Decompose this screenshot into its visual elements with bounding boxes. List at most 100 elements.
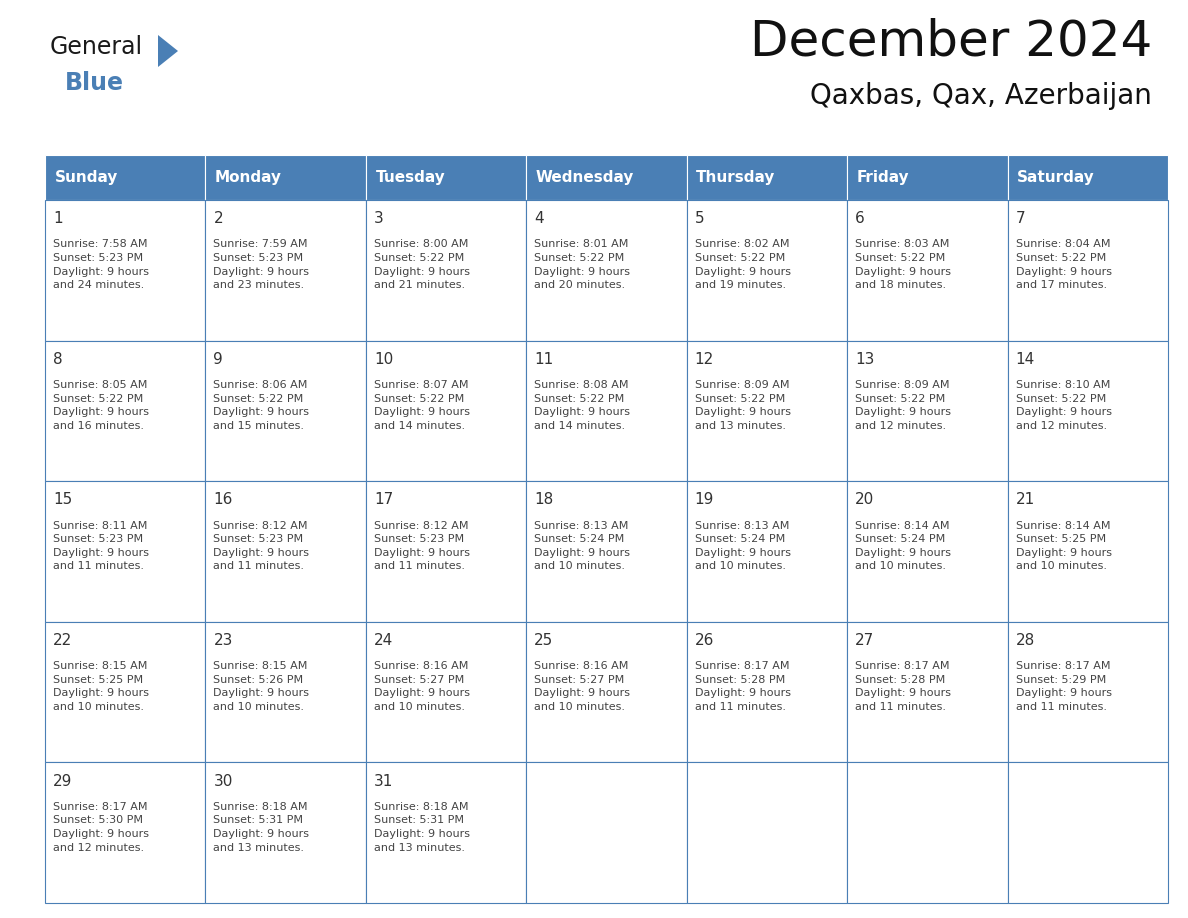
Bar [1007,481,1168,621]
Text: 24: 24 [374,633,393,648]
Text: 17: 17 [374,492,393,508]
Bar [366,155,526,200]
Text: Qaxbas, Qax, Azerbaijan: Qaxbas, Qax, Azerbaijan [810,82,1152,110]
Text: Wednesday: Wednesday [536,170,634,185]
Text: Sunrise: 8:17 AM
Sunset: 5:30 PM
Daylight: 9 hours
and 12 minutes.: Sunrise: 8:17 AM Sunset: 5:30 PM Dayligh… [53,801,148,853]
Text: 16: 16 [214,492,233,508]
Bar [847,763,1007,903]
Bar [45,763,206,903]
Text: Blue: Blue [65,71,124,95]
Text: Sunrise: 7:59 AM
Sunset: 5:23 PM
Daylight: 9 hours
and 23 minutes.: Sunrise: 7:59 AM Sunset: 5:23 PM Dayligh… [214,240,309,290]
Text: Sunrise: 8:12 AM
Sunset: 5:23 PM
Daylight: 9 hours
and 11 minutes.: Sunrise: 8:12 AM Sunset: 5:23 PM Dayligh… [214,521,309,571]
Text: Sunrise: 8:10 AM
Sunset: 5:22 PM
Daylight: 9 hours
and 12 minutes.: Sunrise: 8:10 AM Sunset: 5:22 PM Dayligh… [1016,380,1112,431]
Text: 18: 18 [535,492,554,508]
Text: General: General [50,35,143,59]
Text: 6: 6 [855,211,865,226]
Text: Sunrise: 8:06 AM
Sunset: 5:22 PM
Daylight: 9 hours
and 15 minutes.: Sunrise: 8:06 AM Sunset: 5:22 PM Dayligh… [214,380,309,431]
Text: Sunrise: 8:14 AM
Sunset: 5:25 PM
Daylight: 9 hours
and 10 minutes.: Sunrise: 8:14 AM Sunset: 5:25 PM Dayligh… [1016,521,1112,571]
Text: 13: 13 [855,352,874,367]
Text: 23: 23 [214,633,233,648]
Bar [206,200,366,341]
Text: 12: 12 [695,352,714,367]
Text: Friday: Friday [857,170,909,185]
Text: Sunrise: 8:13 AM
Sunset: 5:24 PM
Daylight: 9 hours
and 10 minutes.: Sunrise: 8:13 AM Sunset: 5:24 PM Dayligh… [535,521,631,571]
Bar [206,621,366,763]
Bar [206,481,366,621]
Text: Sunday: Sunday [55,170,118,185]
Text: 28: 28 [1016,633,1035,648]
Bar [526,763,687,903]
Text: 3: 3 [374,211,384,226]
Text: 2: 2 [214,211,223,226]
Text: 15: 15 [53,492,72,508]
Bar [206,341,366,481]
Text: Sunrise: 8:09 AM
Sunset: 5:22 PM
Daylight: 9 hours
and 12 minutes.: Sunrise: 8:09 AM Sunset: 5:22 PM Dayligh… [855,380,952,431]
Text: Sunrise: 8:17 AM
Sunset: 5:29 PM
Daylight: 9 hours
and 11 minutes.: Sunrise: 8:17 AM Sunset: 5:29 PM Dayligh… [1016,661,1112,712]
Text: Sunrise: 8:00 AM
Sunset: 5:22 PM
Daylight: 9 hours
and 21 minutes.: Sunrise: 8:00 AM Sunset: 5:22 PM Dayligh… [374,240,470,290]
Text: Tuesday: Tuesday [375,170,446,185]
Text: Sunrise: 8:08 AM
Sunset: 5:22 PM
Daylight: 9 hours
and 14 minutes.: Sunrise: 8:08 AM Sunset: 5:22 PM Dayligh… [535,380,631,431]
Text: Sunrise: 8:16 AM
Sunset: 5:27 PM
Daylight: 9 hours
and 10 minutes.: Sunrise: 8:16 AM Sunset: 5:27 PM Dayligh… [374,661,470,712]
Text: 21: 21 [1016,492,1035,508]
Text: 9: 9 [214,352,223,367]
Bar [1007,341,1168,481]
Text: December 2024: December 2024 [750,18,1152,66]
Bar [45,621,206,763]
Text: Sunrise: 8:09 AM
Sunset: 5:22 PM
Daylight: 9 hours
and 13 minutes.: Sunrise: 8:09 AM Sunset: 5:22 PM Dayligh… [695,380,791,431]
Text: Sunrise: 8:18 AM
Sunset: 5:31 PM
Daylight: 9 hours
and 13 minutes.: Sunrise: 8:18 AM Sunset: 5:31 PM Dayligh… [374,801,470,853]
Text: Sunrise: 8:17 AM
Sunset: 5:28 PM
Daylight: 9 hours
and 11 minutes.: Sunrise: 8:17 AM Sunset: 5:28 PM Dayligh… [855,661,952,712]
Text: Sunrise: 7:58 AM
Sunset: 5:23 PM
Daylight: 9 hours
and 24 minutes.: Sunrise: 7:58 AM Sunset: 5:23 PM Dayligh… [53,240,148,290]
Text: 19: 19 [695,492,714,508]
Text: 14: 14 [1016,352,1035,367]
Text: 29: 29 [53,774,72,789]
Text: Sunrise: 8:01 AM
Sunset: 5:22 PM
Daylight: 9 hours
and 20 minutes.: Sunrise: 8:01 AM Sunset: 5:22 PM Dayligh… [535,240,631,290]
Bar [366,200,526,341]
Bar [45,341,206,481]
Bar [366,763,526,903]
Bar [687,341,847,481]
Bar [45,481,206,621]
Text: 8: 8 [53,352,63,367]
Bar [687,481,847,621]
Bar [526,200,687,341]
Bar [206,155,366,200]
Text: Sunrise: 8:05 AM
Sunset: 5:22 PM
Daylight: 9 hours
and 16 minutes.: Sunrise: 8:05 AM Sunset: 5:22 PM Dayligh… [53,380,148,431]
Text: Sunrise: 8:13 AM
Sunset: 5:24 PM
Daylight: 9 hours
and 10 minutes.: Sunrise: 8:13 AM Sunset: 5:24 PM Dayligh… [695,521,791,571]
Text: Sunrise: 8:02 AM
Sunset: 5:22 PM
Daylight: 9 hours
and 19 minutes.: Sunrise: 8:02 AM Sunset: 5:22 PM Dayligh… [695,240,791,290]
Bar [687,763,847,903]
Bar [526,481,687,621]
Text: 31: 31 [374,774,393,789]
Bar [1007,621,1168,763]
Bar [526,155,687,200]
Bar [687,155,847,200]
Text: Sunrise: 8:03 AM
Sunset: 5:22 PM
Daylight: 9 hours
and 18 minutes.: Sunrise: 8:03 AM Sunset: 5:22 PM Dayligh… [855,240,952,290]
Text: Saturday: Saturday [1017,170,1095,185]
Bar [687,200,847,341]
Text: 30: 30 [214,774,233,789]
Text: Thursday: Thursday [696,170,776,185]
Bar [687,621,847,763]
Bar [526,621,687,763]
Bar [526,341,687,481]
Text: Sunrise: 8:14 AM
Sunset: 5:24 PM
Daylight: 9 hours
and 10 minutes.: Sunrise: 8:14 AM Sunset: 5:24 PM Dayligh… [855,521,952,571]
Text: 1: 1 [53,211,63,226]
Bar [45,155,206,200]
Bar [1007,763,1168,903]
Bar [847,155,1007,200]
Text: 5: 5 [695,211,704,226]
Text: 10: 10 [374,352,393,367]
Bar [45,200,206,341]
Text: 25: 25 [535,633,554,648]
Text: Sunrise: 8:15 AM
Sunset: 5:26 PM
Daylight: 9 hours
and 10 minutes.: Sunrise: 8:15 AM Sunset: 5:26 PM Dayligh… [214,661,309,712]
Text: Sunrise: 8:07 AM
Sunset: 5:22 PM
Daylight: 9 hours
and 14 minutes.: Sunrise: 8:07 AM Sunset: 5:22 PM Dayligh… [374,380,470,431]
Bar [847,481,1007,621]
Bar [366,481,526,621]
Bar [847,200,1007,341]
Bar [206,763,366,903]
Text: 11: 11 [535,352,554,367]
Text: Sunrise: 8:11 AM
Sunset: 5:23 PM
Daylight: 9 hours
and 11 minutes.: Sunrise: 8:11 AM Sunset: 5:23 PM Dayligh… [53,521,148,571]
Text: Sunrise: 8:16 AM
Sunset: 5:27 PM
Daylight: 9 hours
and 10 minutes.: Sunrise: 8:16 AM Sunset: 5:27 PM Dayligh… [535,661,631,712]
Text: 27: 27 [855,633,874,648]
Bar [1007,155,1168,200]
Text: 22: 22 [53,633,72,648]
